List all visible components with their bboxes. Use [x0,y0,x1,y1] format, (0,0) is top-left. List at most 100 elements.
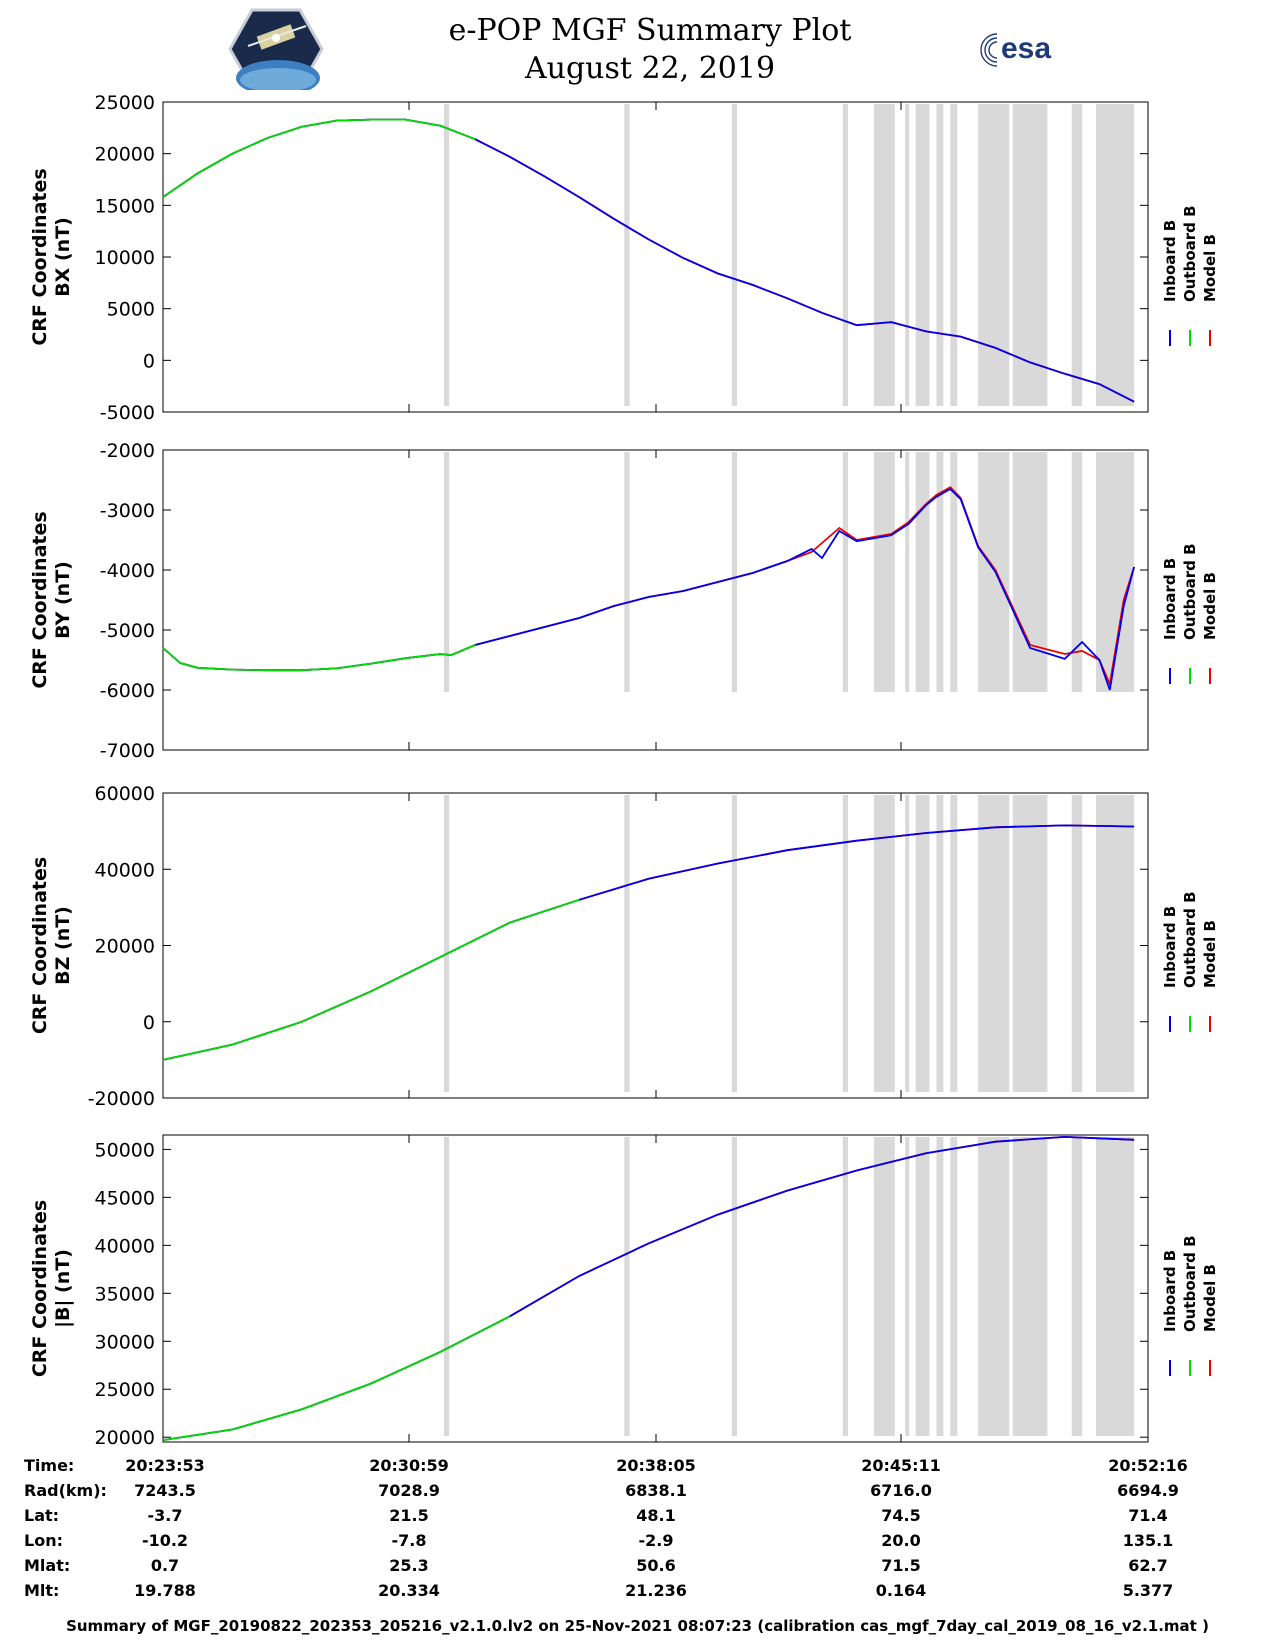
legend-label: Model B [1201,234,1219,302]
legend-label: Outboard B [1181,543,1199,640]
chart-subtitle: August 22, 2019 [524,51,776,86]
orbit-cell: 0.164 [876,1581,927,1600]
shaded-interval [915,795,930,1092]
legend-label: Model B [1201,1264,1219,1332]
y-tick-label: 45000 [95,1187,155,1209]
shaded-interval [905,1137,910,1436]
shaded-interval [915,1137,930,1436]
shaded-interval [1012,452,1048,692]
orbit-cell: -2.9 [639,1531,674,1550]
y-tick-label: 25000 [95,1379,155,1401]
orbit-cell: 62.7 [1128,1556,1167,1575]
orbit-row-label: Lon: [24,1531,63,1550]
orbit-cell: 6838.1 [625,1481,687,1500]
shaded-interval [443,1137,450,1436]
y-tick-label: -20000 [88,1088,155,1110]
shaded-interval [905,795,910,1092]
shaded-interval [874,452,895,692]
shaded-interval [624,1137,630,1436]
legend-label: Outboard B [1181,891,1199,988]
orbit-cell: 5.377 [1123,1581,1174,1600]
orbit-cell: 20:38:05 [616,1456,696,1475]
shaded-interval [978,452,1010,692]
orbit-cell: 20:52:16 [1108,1456,1188,1475]
shaded-interval [624,104,630,406]
shaded-interval [1012,104,1048,406]
y-tick-label: 35000 [95,1283,155,1305]
shaded-interval [1012,795,1048,1092]
y-tick-label: 15000 [95,195,155,217]
chart-title: e-POP MGF Summary Plot [448,13,852,48]
shaded-interval [936,795,944,1092]
shaded-interval [731,104,738,406]
legend-label: Outboard B [1181,1235,1199,1332]
legend-label: Model B [1201,920,1219,988]
shaded-interval [1095,795,1135,1092]
legend-label: Outboard B [1181,205,1199,302]
y-tick-label: -2000 [100,440,155,462]
shaded-interval [905,452,910,692]
shaded-interval [842,452,848,692]
orbit-cell: 19.788 [134,1581,196,1600]
y-tick-label: 10000 [95,247,155,269]
orbit-cell: 6716.0 [870,1481,932,1500]
shaded-interval [731,1137,738,1436]
svg-text:esa: esa [1001,32,1051,65]
orbit-row-label: Lat: [24,1506,59,1525]
legend-label: Inboard B [1161,558,1179,640]
y-tick-label: 25000 [95,92,155,114]
shaded-interval [950,104,958,406]
legend-label: Inboard B [1161,220,1179,302]
shaded-interval [1071,795,1083,1092]
panel-4: 50000 45000 40000 35000 30000 25000 20000 CRF C… [29,1134,1219,1449]
y-tick-label: 50000 [95,1139,155,1161]
shaded-interval [1071,104,1083,406]
series-outboard-line [162,898,580,1061]
y-axis-label: CRF CoordinatesBX (nT) [29,168,74,345]
shaded-interval [978,795,1010,1092]
orbit-row-label: Rad(km): [24,1481,107,1500]
shaded-interval [874,1137,895,1436]
y-tick-label: 40000 [95,1235,155,1257]
orbit-cell: 21.236 [625,1581,687,1600]
orbit-cell: 20.334 [378,1581,440,1600]
y-tick-label: -5000 [100,620,155,642]
shaded-interval [936,104,944,406]
shaded-interval [874,795,895,1092]
y-tick-label: 20000 [95,144,155,166]
shaded-interval [731,452,738,692]
series-outboard-line [162,1315,511,1441]
shaded-interval [936,452,944,692]
y-tick-label: -7000 [100,740,155,762]
shaded-interval [443,452,450,692]
shaded-interval [1012,1137,1048,1436]
series-outboard-line [162,118,476,198]
y-tick-label: 30000 [95,1331,155,1353]
orbit-cell: 21.5 [389,1506,428,1525]
orbit-cell: 50.6 [636,1556,675,1575]
orbit-row-label: Mlat: [24,1556,70,1575]
shaded-interval [443,104,450,406]
orbit-cell: -7.8 [392,1531,427,1550]
orbit-row-label: Time: [24,1456,74,1475]
esa-logo: esa [975,28,1065,76]
cassiope-logo [228,8,324,96]
y-tick-label: 60000 [95,783,155,805]
legend-label: Inboard B [1161,1250,1179,1332]
y-axis-label: CRF CoordinatesBZ (nT) [29,857,74,1034]
shaded-interval [842,1137,848,1436]
orbit-cell: 135.1 [1123,1531,1174,1550]
y-axis-label: CRF CoordinatesBY (nT) [29,511,74,688]
orbit-cell: 20.0 [881,1531,920,1550]
orbit-cell: 20:23:53 [125,1456,205,1475]
shaded-interval [443,795,450,1092]
shaded-interval [950,452,958,692]
y-tick-label: -5000 [100,402,155,424]
panel-3: 60000 40000 20000 0 -20000 CRF CoordinatesBZ … [29,783,1219,1110]
shaded-interval [874,104,895,406]
y-tick-label: 40000 [95,859,155,881]
shaded-interval [624,795,630,1092]
shaded-interval [1071,452,1083,692]
y-tick-label: 0 [143,350,155,372]
series-outboard-line [162,644,476,672]
